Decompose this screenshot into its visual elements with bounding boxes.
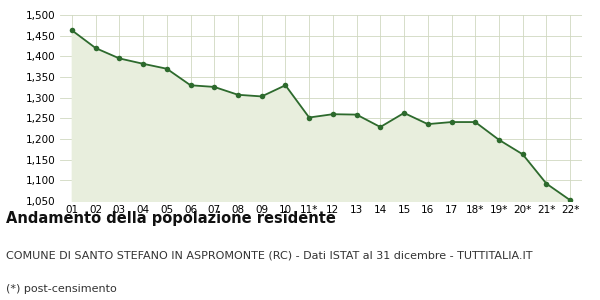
Text: Andamento della popolazione residente: Andamento della popolazione residente xyxy=(6,212,336,226)
Text: COMUNE DI SANTO STEFANO IN ASPROMONTE (RC) - Dati ISTAT al 31 dicembre - TUTTITA: COMUNE DI SANTO STEFANO IN ASPROMONTE (R… xyxy=(6,250,533,260)
Text: (*) post-censimento: (*) post-censimento xyxy=(6,284,117,293)
